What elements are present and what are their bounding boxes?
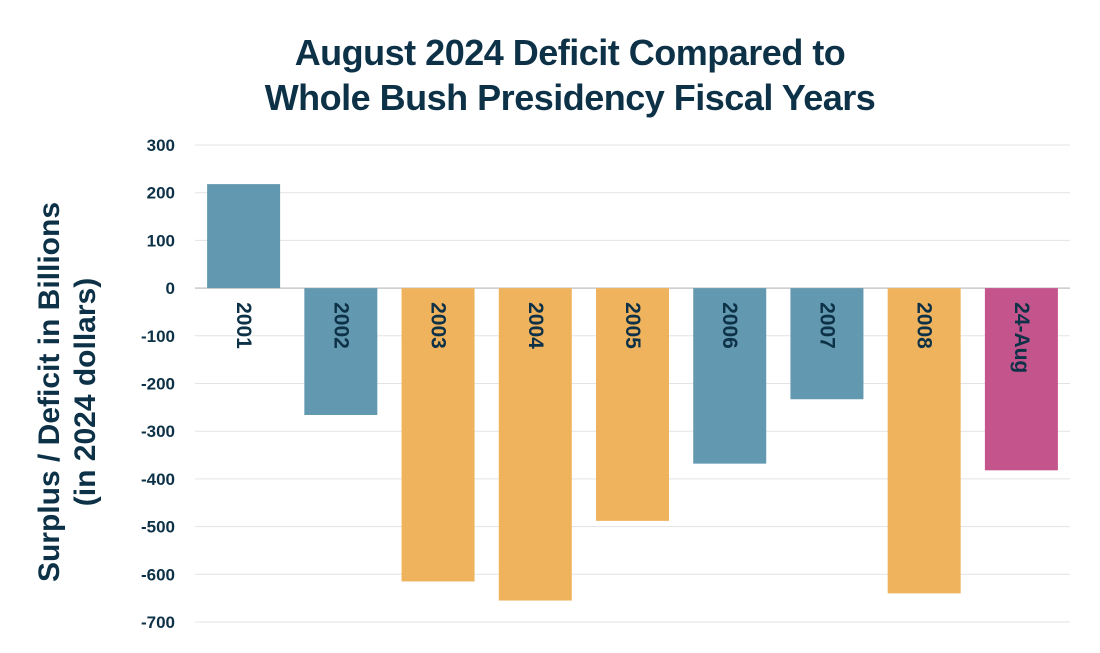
category-label-2004: 2004	[524, 302, 547, 349]
bar-2006	[693, 288, 767, 464]
y-tick-label: -500	[141, 518, 175, 537]
category-label-2008: 2008	[913, 302, 936, 349]
y-tick-label: 100	[147, 231, 175, 250]
bar-2005	[596, 288, 669, 521]
category-label-2007: 2007	[815, 302, 838, 349]
chart-title-line-1: August 2024 Deficit Compared to	[294, 32, 846, 73]
y-axis-ticks: 300 200 100 0 -100 -200 -300 -400 -500 -600 -700	[141, 136, 175, 632]
category-label-24-Aug: 24-Aug	[1010, 302, 1033, 373]
y-tick-label: -200	[141, 375, 175, 394]
y-tick-label: -300	[141, 422, 175, 441]
y-tick-label: 300	[147, 136, 175, 155]
y-tick-label: -100	[141, 327, 175, 346]
category-labels: 2001 2002 2003 2004 2005 2006 2007 2008 24-Aug	[232, 302, 1033, 373]
category-label-2003: 2003	[427, 302, 450, 349]
bar-2002	[304, 288, 378, 415]
bar-2008	[887, 288, 961, 594]
bar-2001	[207, 184, 281, 289]
bar-2004	[498, 288, 572, 601]
y-tick-label: 200	[147, 184, 175, 203]
bar-24-Aug	[984, 288, 1058, 471]
y-tick-label: -700	[141, 613, 175, 632]
y-tick-label: 0	[166, 279, 175, 298]
category-label-2005: 2005	[621, 302, 644, 349]
bars	[207, 184, 1058, 601]
bar-2003	[401, 288, 475, 582]
category-label-2001: 2001	[232, 302, 255, 349]
y-tick-label: -400	[141, 470, 175, 489]
category-label-2002: 2002	[329, 302, 352, 349]
chart-title: August 2024 Deficit Compared to Whole Bu…	[0, 30, 1100, 120]
category-label-2006: 2006	[718, 302, 741, 349]
chart-title-line-2: Whole Bush Presidency Fiscal Years	[264, 77, 876, 118]
bar-2007	[790, 288, 864, 400]
y-tick-label: -600	[141, 565, 175, 584]
